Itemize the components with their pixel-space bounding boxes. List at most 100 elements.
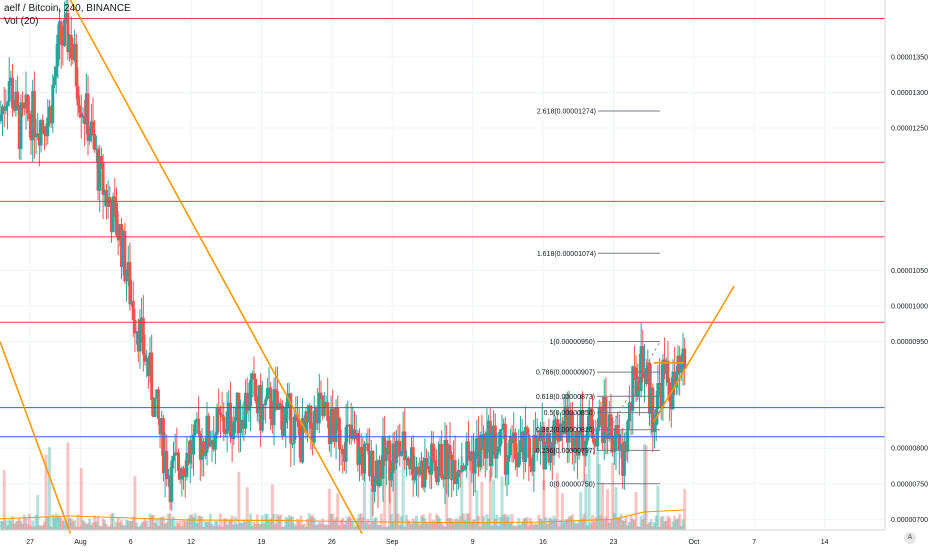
candle-body bbox=[111, 196, 115, 233]
candle-body bbox=[641, 346, 645, 379]
volume-bar bbox=[632, 519, 636, 530]
candle-body bbox=[260, 404, 264, 431]
volume-bar bbox=[1, 521, 5, 530]
volume-bar bbox=[74, 526, 78, 530]
volume-bar bbox=[239, 522, 243, 530]
volume-bar bbox=[222, 519, 226, 530]
volume-bar bbox=[84, 524, 88, 530]
candle-body bbox=[379, 460, 383, 479]
volume-ma-line bbox=[0, 509, 684, 524]
candle-body bbox=[146, 358, 150, 377]
volume-bar bbox=[374, 516, 378, 530]
volume-bar bbox=[619, 513, 623, 530]
volume-bar bbox=[235, 524, 239, 530]
volume-bar bbox=[450, 518, 454, 530]
volume-bar bbox=[612, 513, 616, 530]
volume-bar bbox=[166, 513, 170, 530]
candle-body bbox=[180, 468, 184, 480]
volume-bar bbox=[445, 468, 449, 530]
volume-bar bbox=[517, 517, 521, 530]
tradingview-logo-icon[interactable]: A bbox=[904, 532, 916, 544]
candle-body bbox=[409, 447, 413, 470]
candle-body bbox=[192, 434, 196, 455]
fib-level-label: 0(0.00000750) bbox=[549, 481, 595, 488]
candle-body bbox=[42, 125, 46, 135]
volume-bar bbox=[413, 520, 417, 530]
volume-bar bbox=[207, 521, 211, 530]
volume-bar bbox=[307, 513, 311, 530]
volume-bar bbox=[542, 480, 546, 530]
volume-bar bbox=[131, 516, 135, 530]
volume-bar bbox=[435, 513, 439, 530]
volume-bar bbox=[532, 524, 536, 530]
volume-bar bbox=[227, 519, 231, 530]
candle-body bbox=[567, 410, 571, 443]
volume-bar bbox=[182, 519, 186, 530]
volume-bar bbox=[386, 526, 390, 530]
volume-bar bbox=[508, 521, 512, 530]
volume-bar bbox=[487, 518, 491, 530]
candle-body bbox=[550, 441, 554, 456]
volume-bar bbox=[604, 516, 608, 530]
volume-bar bbox=[165, 522, 169, 530]
candle-body bbox=[190, 440, 194, 455]
volume-bar bbox=[626, 525, 630, 530]
volume-bar bbox=[12, 523, 16, 530]
volume-bar bbox=[376, 524, 380, 530]
volume-bar bbox=[594, 517, 598, 530]
volume-bar bbox=[539, 518, 543, 530]
volume-bar bbox=[71, 521, 75, 530]
candle-body bbox=[269, 387, 273, 420]
volume-bar bbox=[47, 447, 51, 530]
volume-bar bbox=[570, 514, 574, 530]
volume-bar bbox=[244, 521, 248, 530]
candle-body bbox=[89, 121, 93, 136]
candle-body bbox=[225, 411, 229, 434]
volume-bar bbox=[391, 522, 395, 530]
volume-bar bbox=[78, 526, 82, 530]
candle-body bbox=[451, 460, 455, 481]
volume-bar bbox=[614, 487, 618, 530]
volume-bar bbox=[299, 515, 303, 530]
x-tick-label: Aug bbox=[74, 539, 87, 546]
volume-bar bbox=[530, 522, 534, 530]
volume-bar bbox=[302, 523, 306, 530]
candle-body bbox=[592, 438, 596, 445]
volume-bar bbox=[565, 518, 569, 530]
candle-body bbox=[346, 424, 350, 427]
volume-bar bbox=[59, 517, 63, 530]
volume-bar bbox=[36, 495, 40, 530]
candle-body bbox=[257, 385, 261, 414]
volume-bar bbox=[470, 521, 474, 530]
volume-bar bbox=[202, 526, 206, 530]
candle-body bbox=[564, 406, 568, 421]
candle-body bbox=[27, 113, 31, 120]
candle-body bbox=[396, 440, 400, 442]
volume-bar bbox=[205, 522, 209, 530]
candle-body bbox=[381, 436, 385, 479]
volume-bar bbox=[289, 516, 293, 530]
candle-body bbox=[188, 440, 192, 464]
candle-body bbox=[66, 12, 70, 53]
volume-bar bbox=[324, 524, 328, 530]
candle-body bbox=[678, 355, 682, 373]
candle-body bbox=[247, 406, 251, 411]
candle-body bbox=[639, 346, 643, 392]
candle-body bbox=[446, 444, 450, 480]
volume-bar bbox=[135, 522, 139, 530]
candle-body bbox=[629, 402, 633, 411]
price-axis-panel bbox=[885, 0, 932, 550]
candle-body bbox=[337, 418, 341, 450]
candle-body bbox=[29, 119, 33, 141]
volume-bar bbox=[426, 523, 430, 530]
candle-body bbox=[279, 403, 283, 406]
candle-body bbox=[666, 360, 670, 383]
candle-body bbox=[366, 443, 370, 452]
candle-body bbox=[11, 77, 15, 109]
candle-body bbox=[39, 120, 43, 146]
volume-bar bbox=[472, 519, 476, 530]
candle-body bbox=[363, 443, 367, 474]
volume-bar bbox=[549, 517, 553, 530]
